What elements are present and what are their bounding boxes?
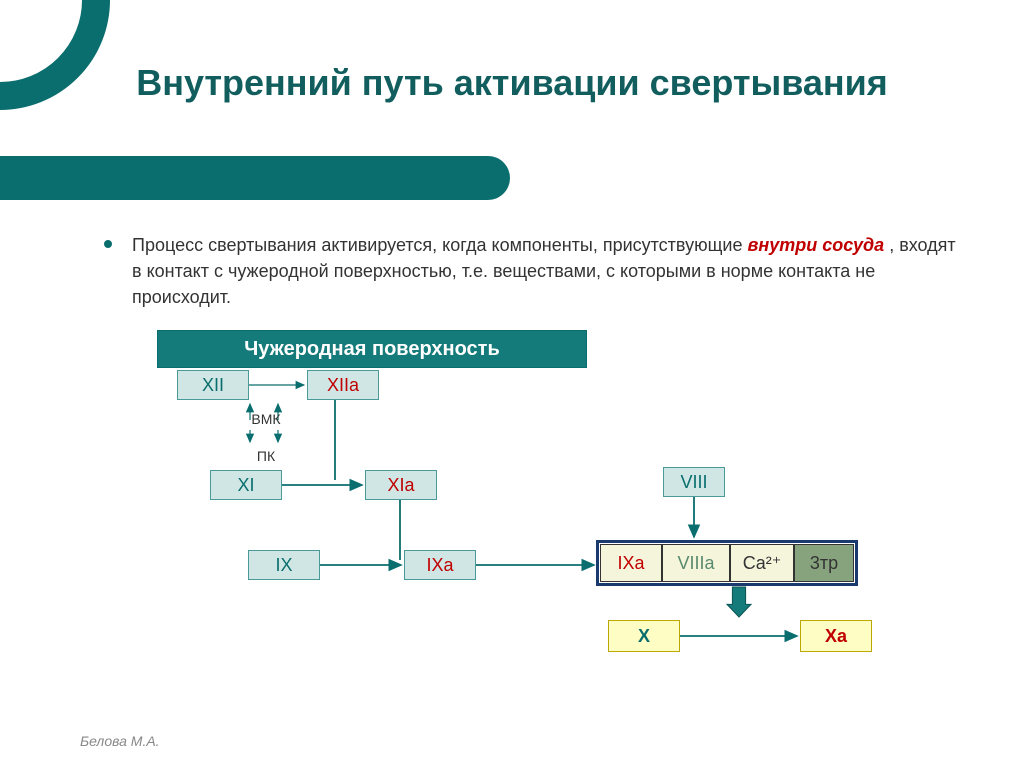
node-complex_ixa: IXa xyxy=(600,544,662,582)
node-xa: Xa xyxy=(800,620,872,652)
node-complex_ca: Ca²⁺ xyxy=(730,544,794,582)
node-xia: XIa xyxy=(365,470,437,500)
node-complex_viiia: VIIIa xyxy=(662,544,730,582)
block-arrow xyxy=(727,587,751,617)
node-ix: IX xyxy=(248,550,320,580)
flowchart: Чужеродная поверхностьXII XIIa ВМК ПК XI XIa I… xyxy=(150,330,964,727)
node-xi: XI xyxy=(210,470,282,500)
description: Процесс свертывания активируется, когда … xyxy=(132,232,964,310)
node-vmk: ВМК xyxy=(237,408,295,430)
node-ixa: IXa xyxy=(404,550,476,580)
node-complex_3tp: 3тр xyxy=(794,544,854,582)
attribution: Белова М.А. xyxy=(80,733,160,749)
desc-emph: внутри сосуда xyxy=(747,235,884,255)
desc-pre: Процесс свертывания активируется, когда … xyxy=(132,235,747,255)
title-bar xyxy=(0,156,510,200)
node-xiia: XIIa xyxy=(307,370,379,400)
node-foreign: Чужеродная поверхность xyxy=(157,330,587,368)
node-xii: XII xyxy=(177,370,249,400)
node-x: X xyxy=(608,620,680,652)
node-viii: VIII xyxy=(663,467,725,497)
node-pk: ПК xyxy=(237,445,295,467)
slide-title: Внутренний путь активации свертывания xyxy=(0,60,1024,105)
bullet-icon xyxy=(104,240,112,248)
